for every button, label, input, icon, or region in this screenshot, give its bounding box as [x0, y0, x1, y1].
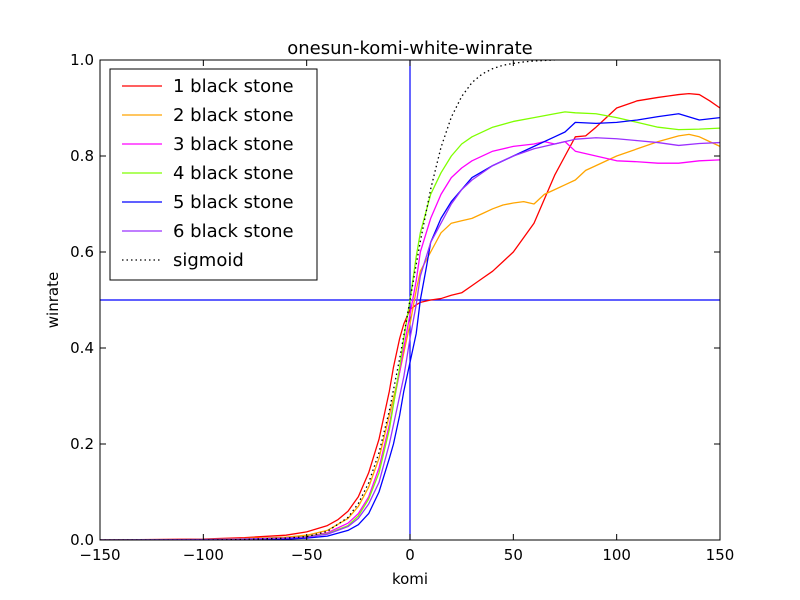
legend-label-4: 4 black stone: [173, 163, 294, 184]
y-tick-label: 1.0: [70, 51, 94, 69]
y-tick-label: 0.4: [70, 339, 94, 357]
series-line-1: [100, 92, 720, 540]
x-tick-label: 0: [405, 546, 415, 564]
y-tick-label: 0.2: [70, 435, 94, 453]
y-tick-label: 0.6: [70, 243, 94, 261]
series-line-7: [100, 60, 555, 540]
x-tick-label: 150: [706, 546, 735, 564]
legend-label-5: 5 black stone: [173, 192, 294, 213]
legend-label-7: sigmoid: [173, 250, 244, 271]
legend-label-3: 3 black stone: [173, 134, 294, 155]
x-tick-label: 100: [602, 546, 631, 564]
x-tick-label: 50: [504, 546, 523, 564]
legend-label-6: 6 black stone: [173, 221, 294, 242]
series-group: [100, 60, 720, 540]
series-line-6: [100, 137, 720, 540]
legend: 1 black stone 2 black stone 3 black stone 4…: [109, 68, 318, 281]
series-line-3: [100, 140, 720, 540]
y-axis-label: winrate: [44, 272, 62, 328]
series-line-4: [100, 111, 720, 540]
y-tick-label: 0.0: [70, 531, 94, 549]
y-tick-label: 0.8: [70, 147, 94, 165]
chart-title: onesun-komi-white-winrate: [287, 38, 532, 59]
x-tick-label: −100: [183, 546, 224, 564]
x-axis-label: komi: [392, 570, 428, 588]
legend-box: [109, 68, 318, 281]
x-tick-label: −50: [291, 546, 323, 564]
legend-label-2: 2 black stone: [173, 105, 294, 126]
x-tick-label: −150: [79, 546, 120, 564]
plot-area: [100, 60, 720, 540]
legend-label-1: 1 black stone: [173, 76, 294, 97]
axes: −150 −100 −50 0 50 100 150 0.0 0.2 0.4 0.6 0.8 1.0: [70, 51, 734, 564]
series-line-2: [100, 133, 720, 540]
series-line-5: [100, 113, 720, 540]
